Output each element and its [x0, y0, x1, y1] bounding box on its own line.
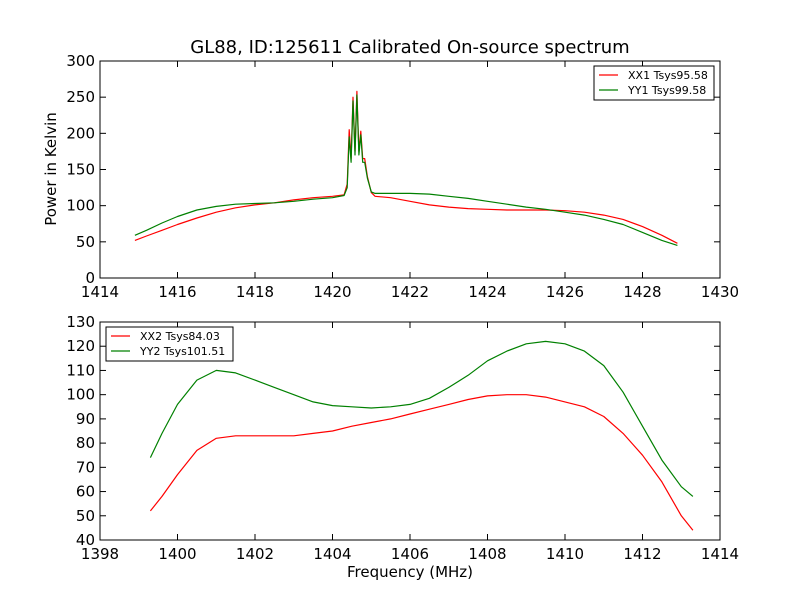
top-x-tick-label: 1418 — [236, 283, 274, 301]
top-y-tick-label: 200 — [66, 124, 95, 142]
bottom-legend-box — [105, 326, 234, 362]
top-legend-box — [593, 65, 715, 101]
bottom-y-tick-label: 80 — [76, 434, 95, 452]
top-y-tick-label: 300 — [66, 52, 95, 70]
bottom-x-tick-label: 1412 — [623, 545, 661, 563]
bottom-x-tick-label: 1410 — [546, 545, 584, 563]
top-x-tick-label: 1420 — [313, 283, 351, 301]
top-y-tick-label: 250 — [66, 88, 95, 106]
bottom-y-tick-label: 90 — [76, 410, 95, 428]
top-y-tick-label: 100 — [66, 197, 95, 215]
top-y-axis-label: Power in Kelvin — [42, 112, 60, 226]
bottom-legend-label-2: YY2 Tsys101.51 — [139, 345, 225, 358]
bottom-x-tick-label: 1402 — [236, 545, 274, 563]
top-legend-label-1: XX1 Tsys95.58 — [628, 69, 708, 82]
bottom-x-tick-label: 1398 — [81, 545, 119, 563]
bottom-y-tick-label: 50 — [76, 507, 95, 525]
bottom-y-tick-label: 40 — [76, 531, 95, 549]
top-y-tick-label: 150 — [66, 161, 95, 179]
top-x-tick-label: 1428 — [623, 283, 661, 301]
top-y-tick-label: 0 — [85, 269, 95, 287]
top-x-tick-label: 1426 — [546, 283, 584, 301]
top-series-line-2 — [134, 94, 678, 246]
bottom-x-tick-label: 1414 — [701, 545, 739, 563]
top-x-tick-label: 1422 — [391, 283, 429, 301]
top-y-tick-label: 50 — [76, 233, 95, 251]
top-x-tick-label: 1424 — [468, 283, 506, 301]
bottom-y-tick-label: 120 — [66, 337, 95, 355]
bottom-y-tick-label: 110 — [66, 361, 95, 379]
bottom-series-line-2 — [149, 340, 694, 497]
top-x-tick-label: 1416 — [158, 283, 196, 301]
bottom-legend-label-1: XX2 Tsys84.03 — [140, 330, 220, 343]
bottom-y-tick-label: 60 — [76, 483, 95, 501]
chart-title: GL88, ID:125611 Calibrated On-source spe… — [190, 37, 629, 58]
top-x-tick-label: 1430 — [701, 283, 739, 301]
bottom-y-tick-label: 70 — [76, 458, 95, 476]
bottom-x-tick-label: 1400 — [158, 545, 196, 563]
bottom-x-axis-label: Frequency (MHz) — [347, 563, 473, 581]
bottom-x-tick-label: 1404 — [313, 545, 351, 563]
top-legend-label-2: YY1 Tsys99.58 — [627, 84, 706, 97]
bottom-y-tick-label: 100 — [66, 386, 95, 404]
bottom-x-tick-label: 1408 — [468, 545, 506, 563]
top-x-tick-label: 1414 — [81, 283, 119, 301]
bottom-y-tick-label: 130 — [66, 313, 95, 331]
bottom-x-tick-label: 1406 — [391, 545, 429, 563]
bottom-series-line-1 — [149, 394, 694, 531]
